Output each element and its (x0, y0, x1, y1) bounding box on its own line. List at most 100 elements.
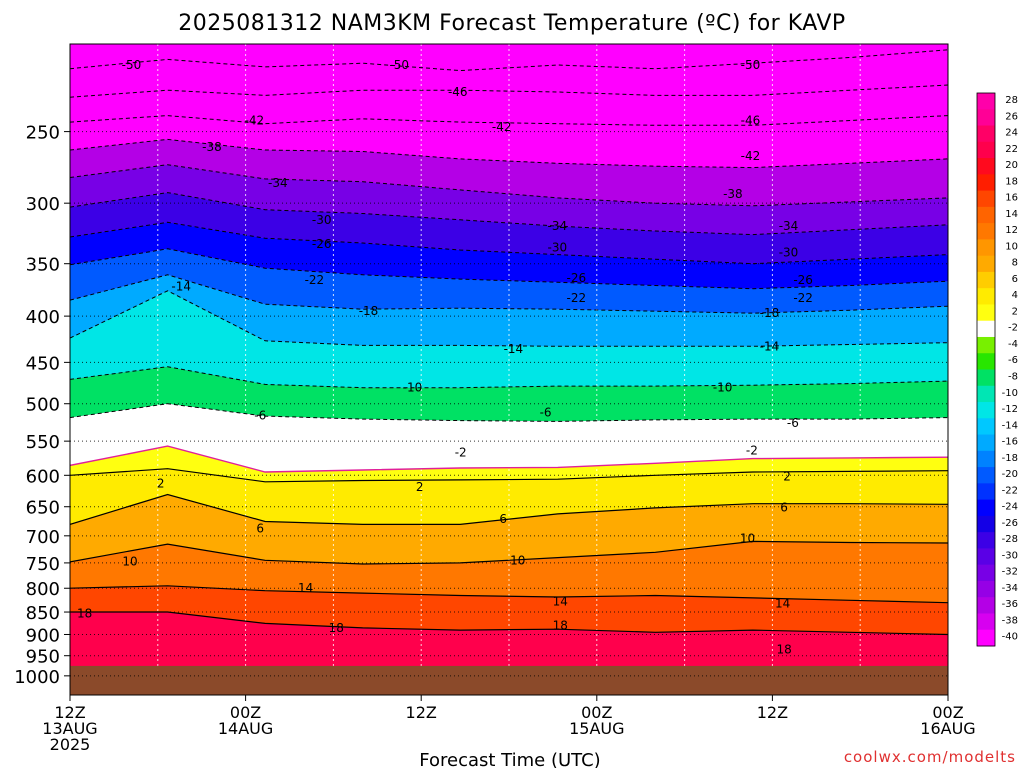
y-tick-label: 900 (26, 625, 60, 646)
contour-label: -46 (741, 113, 761, 127)
contour-label: 14 (553, 595, 568, 609)
x-tick-label: 15AUG (569, 719, 624, 738)
y-tick-label: 800 (26, 579, 60, 600)
contour-label: 2 (416, 480, 424, 494)
x-tick-label: 16AUG (920, 719, 975, 738)
x-tick-label: 13AUG (42, 719, 97, 738)
colorbar-label: 28 (1005, 95, 1018, 106)
y-tick-label: 750 (26, 554, 60, 575)
contour-label: -22 (793, 291, 813, 305)
x-tick-label: 12Z (406, 703, 437, 722)
colorbar-label: 2 (1012, 306, 1018, 317)
colorbar-swatch (977, 353, 995, 370)
colorbar-label: -24 (1002, 502, 1018, 513)
colorbar-label: -2 (1008, 323, 1018, 334)
credit-text: coolwx.com/modelts (844, 748, 1016, 766)
isotherm-line (70, 585, 948, 604)
colorbar-label: 26 (1005, 111, 1018, 122)
terrain-band (70, 665, 948, 695)
colorbar-swatch (977, 336, 995, 354)
colorbar-label: -30 (1002, 550, 1018, 561)
colorbar-swatch (977, 629, 995, 647)
contour-label: -2 (746, 443, 758, 457)
colorbar-label: -8 (1008, 372, 1018, 383)
contour-label: 6 (499, 512, 507, 526)
colorbar-swatch (977, 385, 995, 403)
contour-label: -50 (389, 58, 409, 72)
fill-band (70, 49, 948, 98)
contour-label: 18 (77, 606, 92, 620)
contour-label: -34 (547, 219, 567, 233)
colorbar-label: -12 (1002, 404, 1018, 415)
y-tick-label: 300 (26, 194, 60, 215)
y-tick-label: 950 (26, 647, 60, 668)
isotherm-line (70, 611, 948, 636)
colorbar-label: -34 (1002, 583, 1018, 594)
isotherm-line (70, 493, 948, 525)
contour-label: -30 (312, 213, 332, 227)
x-tick-label: 00Z (932, 703, 963, 722)
terrain-rect (70, 665, 948, 695)
y-tick-label: 700 (26, 527, 60, 548)
y-tick-label: 600 (26, 466, 60, 487)
contour-label: -14 (504, 342, 524, 356)
contour-label: 14 (775, 597, 790, 611)
colorbar-swatch (977, 190, 995, 208)
contour-label: 18 (776, 642, 791, 656)
colorbar-swatch (977, 515, 995, 533)
colorbar-label: -40 (1002, 632, 1018, 643)
colorbar-swatch (977, 613, 995, 631)
contour-label: 10 (122, 554, 137, 568)
fill-band (70, 541, 948, 603)
contour-label: 2 (783, 470, 791, 484)
colorbar-swatch (977, 548, 995, 566)
contour-label: 6 (256, 521, 264, 535)
colorbar-swatch (977, 434, 995, 452)
x-tick-label: 14AUG (218, 719, 273, 738)
y-tick-label: 250 (26, 123, 60, 144)
contour-label: 10 (510, 553, 525, 567)
colorbar-label: -28 (1002, 534, 1018, 545)
colorbar-label: 6 (1012, 274, 1018, 285)
x-tick-label: 12Z (757, 703, 788, 722)
colorbar-label: -26 (1002, 518, 1018, 529)
colorbar-label: 16 (1005, 193, 1018, 204)
isotherm-line (70, 403, 948, 422)
colorbar-frame (976, 92, 996, 647)
colorbar-swatch (977, 93, 995, 110)
y-tick-label: 350 (26, 255, 60, 276)
colorbar-swatch (977, 402, 995, 419)
colorbar-swatch (977, 223, 995, 240)
fill-band (70, 403, 948, 472)
isotherm-line (70, 366, 948, 389)
contour-label: 10 (740, 532, 755, 546)
y-tick-label: 450 (26, 353, 60, 374)
contour-label: 18 (553, 619, 568, 633)
colorbar-label: 8 (1012, 258, 1018, 269)
colorbar-swatch (977, 288, 995, 305)
contour-label: -22 (305, 273, 325, 287)
colorbar-swatch (977, 564, 995, 582)
colorbar-swatch (977, 206, 995, 224)
colorbar-label: -32 (1002, 567, 1018, 578)
colorbar-swatch (977, 532, 995, 549)
contour-label: -10 (713, 381, 733, 395)
contour-label: -34 (779, 219, 799, 233)
colorbar-swatch (977, 141, 995, 159)
colorbar-swatch (977, 158, 995, 175)
contour-label: -26 (312, 237, 332, 251)
contour-label: -6 (254, 408, 266, 422)
fill-band (70, 446, 948, 482)
contour-label: -34 (268, 176, 288, 190)
colorbar-swatch (977, 174, 995, 192)
colorbar-label: 24 (1005, 128, 1018, 139)
contour-label: -14 (171, 280, 191, 294)
plot-frame (69, 43, 949, 696)
colorbar-label: 12 (1005, 225, 1018, 236)
contour-label: 6 (780, 500, 788, 514)
fill-band (70, 192, 948, 264)
fill-band (70, 115, 948, 168)
colorbar-swatch (977, 109, 995, 127)
contour-label: -2 (455, 445, 467, 459)
